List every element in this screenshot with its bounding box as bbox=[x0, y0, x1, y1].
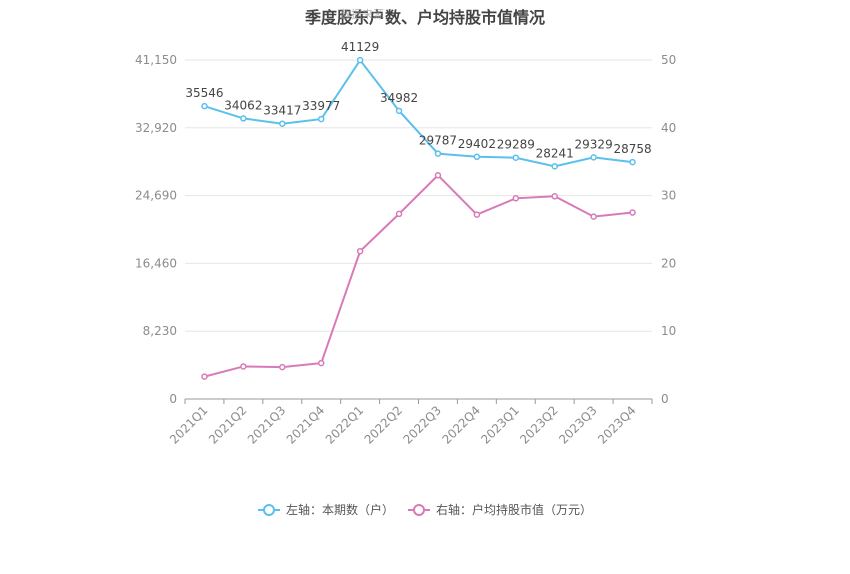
data-label: 41129 bbox=[341, 40, 379, 54]
watermark: 数据来源 bbox=[340, 8, 384, 21]
right-tick-label: 50 bbox=[661, 53, 676, 67]
data-label: 29402 bbox=[458, 137, 496, 151]
data-point bbox=[629, 209, 636, 216]
data-point bbox=[590, 213, 597, 220]
x-axis: 2021Q12021Q22021Q32021Q42022Q12022Q22022… bbox=[167, 399, 653, 447]
data-point bbox=[434, 172, 442, 179]
data-point bbox=[356, 56, 364, 64]
right-tick-label: 0 bbox=[661, 392, 669, 406]
legend-label: 右轴：户均持股市值（万元） bbox=[436, 502, 592, 517]
data-point bbox=[434, 150, 442, 157]
data-point bbox=[240, 115, 247, 122]
data-point bbox=[395, 210, 403, 218]
data-point bbox=[473, 211, 481, 218]
data-label: 29289 bbox=[497, 138, 535, 152]
data-point bbox=[512, 154, 520, 161]
data-label: 35546 bbox=[185, 86, 223, 100]
series-line bbox=[204, 58, 633, 168]
data-point bbox=[473, 153, 481, 161]
x-tick-label: 2023Q3 bbox=[556, 403, 600, 447]
x-tick-label: 2021Q1 bbox=[167, 403, 211, 447]
x-tick-label: 2023Q4 bbox=[595, 403, 639, 447]
x-tick-label: 2021Q4 bbox=[284, 403, 328, 447]
left-tick-label: 8,230 bbox=[143, 324, 177, 338]
data-label: 33977 bbox=[302, 99, 340, 113]
series-line bbox=[204, 173, 633, 378]
right-tick-label: 40 bbox=[661, 121, 676, 135]
data-label: 29329 bbox=[575, 137, 613, 151]
right-tick-label: 30 bbox=[661, 189, 676, 203]
data-label: 34062 bbox=[224, 98, 262, 112]
data-point bbox=[201, 373, 208, 380]
x-tick-label: 2021Q2 bbox=[206, 403, 250, 447]
data-point bbox=[512, 195, 520, 202]
data-label: 34982 bbox=[380, 91, 418, 105]
x-tick-label: 2022Q4 bbox=[439, 403, 483, 447]
x-tick-label: 2023Q1 bbox=[478, 403, 522, 447]
data-label: 28758 bbox=[613, 142, 651, 156]
legend-marker bbox=[263, 504, 275, 516]
data-point bbox=[395, 107, 403, 115]
data-point bbox=[317, 115, 325, 123]
left-tick-label: 24,690 bbox=[135, 189, 177, 203]
left-tick-label: 16,460 bbox=[135, 256, 177, 270]
data-point bbox=[240, 363, 247, 370]
data-point bbox=[551, 163, 558, 170]
right-tick-label: 20 bbox=[661, 256, 676, 270]
legend-marker bbox=[413, 504, 425, 516]
data-point bbox=[201, 102, 208, 110]
data-point bbox=[279, 363, 286, 371]
data-point bbox=[279, 120, 286, 127]
left-axis: 0 8,230 16,460 24,690 32,920 41,150 bbox=[135, 53, 177, 406]
legend[interactable]: 左轴：本期数（户） 右轴：户均持股市值（万元） bbox=[258, 502, 592, 517]
data-label: 28241 bbox=[536, 146, 574, 160]
data-label: 29787 bbox=[419, 134, 457, 148]
data-point bbox=[317, 359, 325, 367]
data-point bbox=[629, 158, 636, 166]
right-tick-label: 10 bbox=[661, 324, 676, 338]
x-tick-label: 2022Q2 bbox=[362, 403, 406, 447]
x-tick-label: 2022Q1 bbox=[323, 403, 367, 447]
data-point bbox=[590, 154, 597, 161]
left-tick-label: 41,150 bbox=[135, 53, 177, 67]
data-point bbox=[356, 247, 364, 255]
data-point bbox=[551, 193, 558, 200]
chart-title: 季度股东户数、户均持股市值情况 bbox=[304, 8, 545, 27]
data-label: 33417 bbox=[263, 104, 301, 118]
x-tick-label: 2021Q3 bbox=[245, 403, 289, 447]
left-tick-label: 32,920 bbox=[135, 121, 177, 135]
legend-label: 左轴：本期数（户） bbox=[286, 502, 394, 517]
right-axis: 0 10 20 30 40 50 bbox=[661, 53, 676, 406]
x-tick-label: 2022Q3 bbox=[401, 403, 445, 447]
x-tick-label: 2023Q2 bbox=[517, 403, 561, 447]
left-tick-label: 0 bbox=[169, 392, 177, 406]
